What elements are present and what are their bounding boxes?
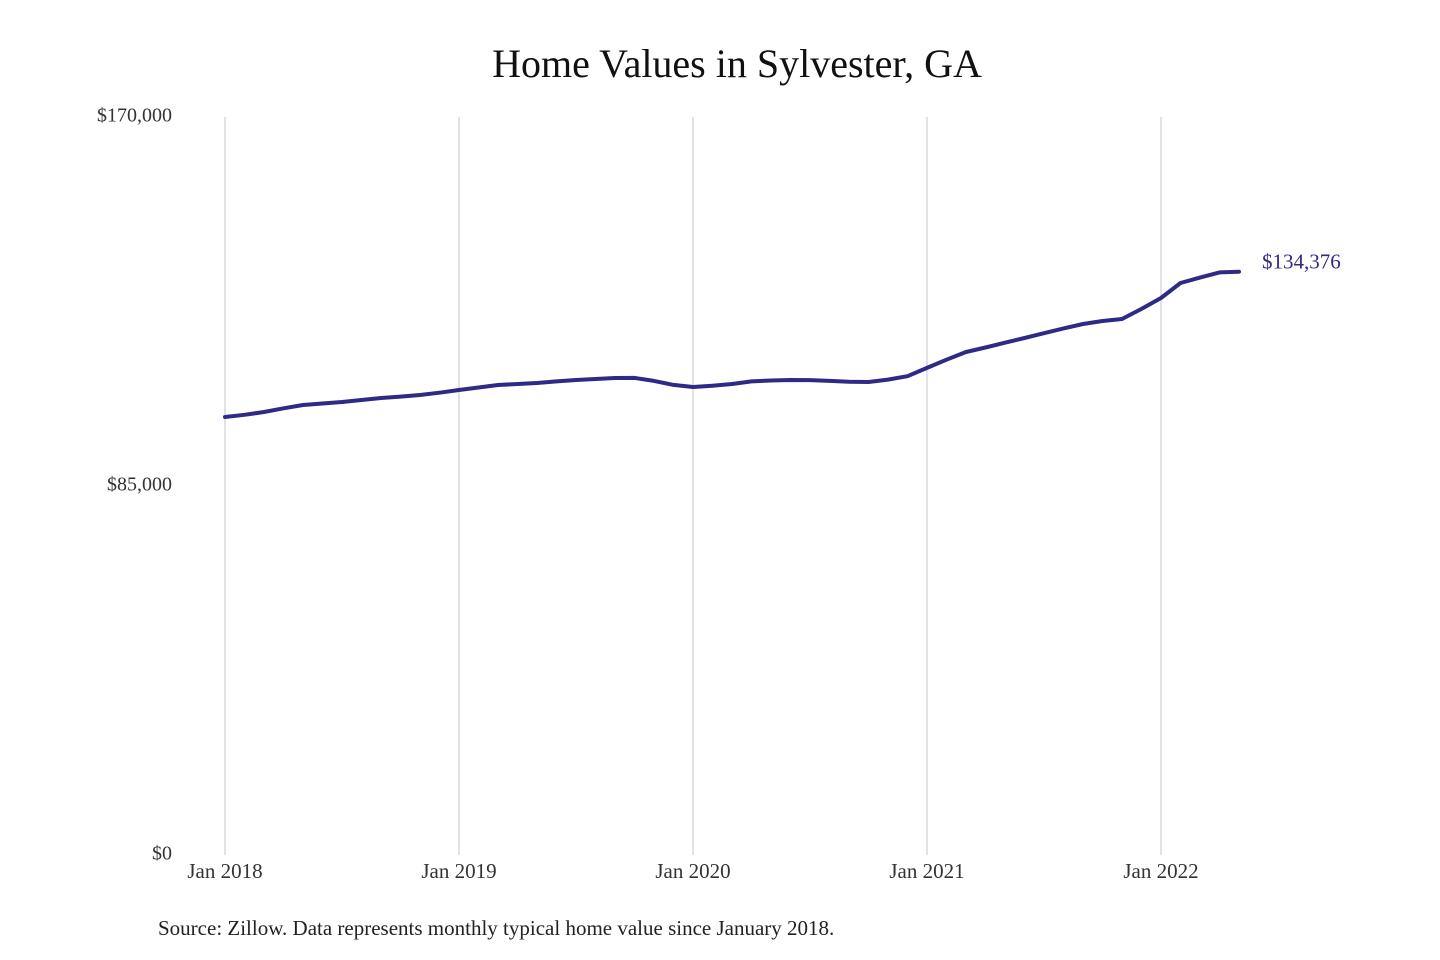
x-tick-label: Jan 2018: [187, 859, 262, 883]
y-tick-label: $170,000: [97, 105, 172, 127]
line-series: [223, 269, 1241, 419]
x-tick-label: Jan 2020: [655, 859, 730, 883]
y-tick-label: $0: [152, 843, 172, 865]
y-tick-label: $85,000: [107, 474, 172, 496]
x-tick-label: Jan 2019: [421, 859, 496, 883]
source-note: Source: Zillow. Data represents monthly …: [158, 916, 834, 940]
end-value-label: $134,376: [1262, 249, 1341, 273]
chart-title: Home Values in Sylvester, GA: [492, 41, 982, 86]
x-tick-label: Jan 2022: [1123, 859, 1198, 883]
x-tick-label: Jan 2021: [889, 859, 964, 883]
